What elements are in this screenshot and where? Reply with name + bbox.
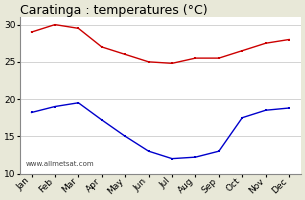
Text: www.allmetsat.com: www.allmetsat.com bbox=[25, 161, 94, 167]
Text: Caratinga : temperatures (°C): Caratinga : temperatures (°C) bbox=[20, 4, 207, 17]
